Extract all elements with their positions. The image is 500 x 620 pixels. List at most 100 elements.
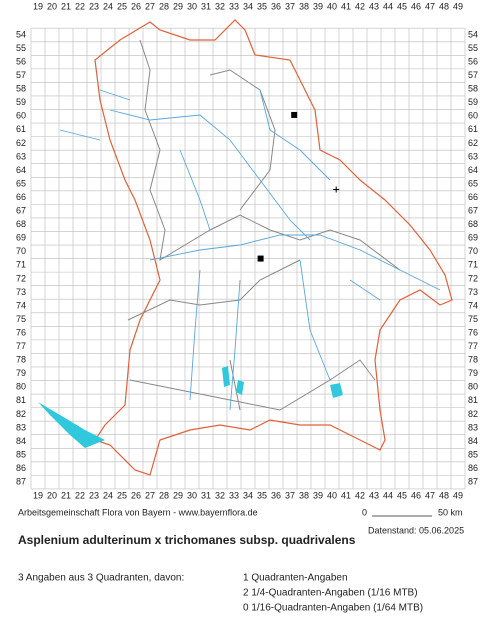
row-label: 66 bbox=[468, 192, 478, 202]
column-label: 37 bbox=[285, 1, 295, 11]
title: Asplenium adulterinum x trichomanes subs… bbox=[18, 533, 356, 547]
row-label: 56 bbox=[16, 56, 26, 66]
row-label: 58 bbox=[16, 84, 26, 94]
column-label: 31 bbox=[201, 1, 211, 11]
row-label: 78 bbox=[16, 355, 26, 365]
column-label: 26 bbox=[131, 1, 141, 11]
column-label: 34 bbox=[243, 1, 253, 11]
row-label: 56 bbox=[468, 56, 478, 66]
column-label: 32 bbox=[215, 1, 225, 11]
column-label: 23 bbox=[89, 1, 99, 11]
row-label: 74 bbox=[16, 300, 26, 310]
column-label: 22 bbox=[75, 1, 85, 11]
column-label: 40 bbox=[327, 490, 337, 500]
row-label: 85 bbox=[16, 449, 26, 459]
column-label: 27 bbox=[145, 1, 155, 11]
row-label: 62 bbox=[16, 138, 26, 148]
row-label: 76 bbox=[16, 327, 26, 337]
row-label: 77 bbox=[16, 341, 26, 351]
column-label: 45 bbox=[397, 1, 407, 11]
row-label: 80 bbox=[16, 382, 26, 392]
marker-plus bbox=[333, 186, 340, 193]
row-label: 81 bbox=[468, 395, 478, 405]
summary: 3 Angaben aus 3 Quadranten, davon: bbox=[18, 573, 184, 584]
column-label: 34 bbox=[243, 490, 253, 500]
row-label: 68 bbox=[16, 219, 26, 229]
column-label: 41 bbox=[341, 1, 351, 11]
row-label: 64 bbox=[16, 165, 26, 175]
row-label: 83 bbox=[468, 422, 478, 432]
lake bbox=[222, 366, 230, 387]
row-label: 55 bbox=[468, 43, 478, 53]
column-label: 38 bbox=[299, 490, 309, 500]
column-label: 46 bbox=[411, 1, 421, 11]
row-label: 61 bbox=[468, 124, 478, 134]
column-label: 35 bbox=[257, 490, 267, 500]
column-label: 20 bbox=[47, 490, 57, 500]
row-label: 87 bbox=[468, 477, 478, 487]
column-label: 48 bbox=[439, 1, 449, 11]
column-label: 46 bbox=[411, 490, 421, 500]
row-label: 54 bbox=[16, 29, 26, 39]
column-label: 36 bbox=[271, 1, 281, 11]
row-label: 73 bbox=[468, 287, 478, 297]
column-label: 35 bbox=[257, 1, 267, 11]
row-label: 72 bbox=[16, 273, 26, 283]
column-label: 41 bbox=[341, 490, 351, 500]
column-label: 27 bbox=[145, 490, 155, 500]
row-label: 70 bbox=[468, 246, 478, 256]
column-label: 26 bbox=[131, 490, 141, 500]
row-label: 60 bbox=[468, 111, 478, 121]
row-label: 71 bbox=[16, 260, 26, 270]
state-border bbox=[94, 19, 453, 476]
row-label: 57 bbox=[468, 70, 478, 80]
row-label: 63 bbox=[16, 151, 26, 161]
row-label: 74 bbox=[468, 300, 478, 310]
row-label: 75 bbox=[16, 314, 26, 324]
column-label: 31 bbox=[201, 490, 211, 500]
row-label: 59 bbox=[468, 97, 478, 107]
column-label: 30 bbox=[187, 1, 197, 11]
column-label: 43 bbox=[369, 490, 379, 500]
row-label: 63 bbox=[468, 151, 478, 161]
row-label: 72 bbox=[468, 273, 478, 283]
scale-end: 50 km bbox=[438, 507, 463, 517]
row-label: 54 bbox=[468, 29, 478, 39]
row-label: 55 bbox=[16, 43, 26, 53]
row-label: 65 bbox=[468, 178, 478, 188]
row-label: 80 bbox=[468, 382, 478, 392]
column-label: 45 bbox=[397, 490, 407, 500]
column-label: 33 bbox=[229, 1, 239, 11]
column-label: 21 bbox=[61, 1, 71, 11]
row-label: 82 bbox=[16, 409, 26, 419]
scale-start: 0 bbox=[362, 507, 367, 517]
rivers bbox=[59, 89, 441, 411]
credit: Arbeitsgemeinschaft Flora von Bayern - w… bbox=[18, 507, 258, 517]
row-label: 87 bbox=[16, 477, 26, 487]
row-label: 83 bbox=[16, 422, 26, 432]
row-label: 76 bbox=[468, 327, 478, 337]
row-label: 67 bbox=[16, 206, 26, 216]
column-label: 28 bbox=[159, 490, 169, 500]
row-label: 66 bbox=[16, 192, 26, 202]
row-label: 79 bbox=[16, 368, 26, 378]
row-label: 60 bbox=[16, 111, 26, 121]
column-label: 23 bbox=[89, 490, 99, 500]
column-label: 28 bbox=[159, 1, 169, 11]
column-label: 43 bbox=[369, 1, 379, 11]
row-label: 61 bbox=[16, 124, 26, 134]
column-label: 42 bbox=[355, 1, 365, 11]
row-label: 59 bbox=[16, 97, 26, 107]
column-label: 47 bbox=[425, 490, 435, 500]
row-label: 84 bbox=[468, 436, 478, 446]
row-label: 85 bbox=[468, 449, 478, 459]
column-label: 25 bbox=[117, 490, 127, 500]
column-label: 24 bbox=[103, 490, 113, 500]
row-label: 73 bbox=[16, 287, 26, 297]
row-label: 62 bbox=[468, 138, 478, 148]
row-label: 67 bbox=[468, 206, 478, 216]
row-label: 69 bbox=[16, 233, 26, 243]
row-label: 77 bbox=[468, 341, 478, 351]
column-label: 47 bbox=[425, 1, 435, 11]
